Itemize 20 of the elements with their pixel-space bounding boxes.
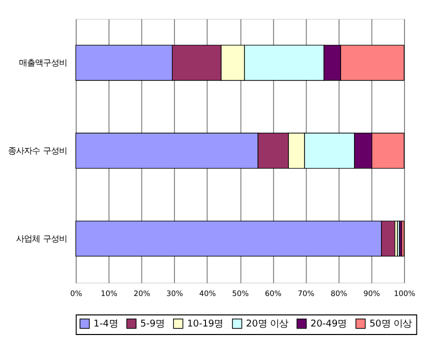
y-tick-label: 매출액구성비 <box>18 58 67 68</box>
y-tick-label: 종사자수 구성비 <box>8 146 67 156</box>
x-tick-label: 20% <box>134 289 150 298</box>
legend-label: 20-49명 <box>310 318 347 330</box>
legend-label: 20명 이상 <box>246 318 288 330</box>
x-tick-label: 90% <box>363 289 380 298</box>
x-tick-label: 60% <box>264 289 282 298</box>
y-tick-label: 사업체 구성비 <box>16 233 67 244</box>
x-tick-label: 50% <box>232 289 249 298</box>
legend-label: 1-4명 <box>94 318 118 330</box>
legend-label: 50명 이상 <box>369 318 412 330</box>
x-tick-label: 100% <box>394 289 416 298</box>
x-tick-label: 70% <box>298 289 314 298</box>
x-tick-label: 80% <box>330 289 348 298</box>
x-tick-label: 0% <box>70 289 82 298</box>
x-tick-label: 10% <box>100 289 118 298</box>
legend-label: 5-9명 <box>140 318 165 330</box>
x-tick-label: 30% <box>166 289 184 298</box>
x-tick-label: 40% <box>199 289 216 298</box>
legend-label: 10-19명 <box>187 318 224 330</box>
